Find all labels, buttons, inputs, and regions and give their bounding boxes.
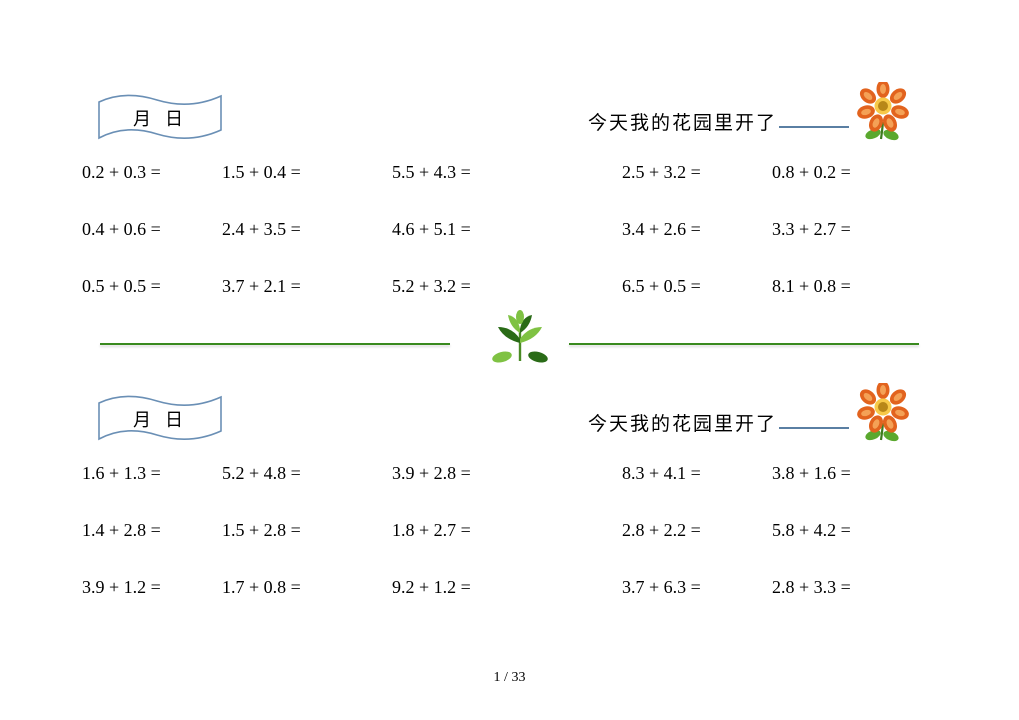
problem-cell: 3.8 + 1.6 =	[772, 463, 912, 484]
problem-cell: 2.5 + 3.2 =	[592, 162, 772, 183]
problem-cell: 0.8 + 0.2 =	[772, 162, 912, 183]
problem-cell: 5.8 + 4.2 =	[772, 520, 912, 541]
problem-cell: 2.8 + 3.3 =	[772, 577, 912, 598]
problem-cell: 6.5 + 0.5 =	[592, 276, 772, 297]
problem-cell: 1.6 + 1.3 =	[82, 463, 222, 484]
garden-underline	[779, 427, 849, 429]
garden-text: 今天我的花园里开了	[588, 108, 777, 135]
section-2: 月日 今天我的花园里开了	[80, 381, 959, 598]
date-label: 月日	[95, 406, 225, 432]
garden-underline	[779, 126, 849, 128]
problem-cell: 5.2 + 4.8 =	[222, 463, 392, 484]
section-2-header: 月日 今天我的花园里开了	[80, 381, 959, 451]
page-total: 33	[511, 670, 525, 685]
problem-cell: 0.2 + 0.3 =	[82, 162, 222, 183]
section-1-header: 月日 今天我的花园里开了	[80, 80, 959, 150]
garden-label: 今天我的花园里开了	[588, 108, 849, 135]
problem-cell: 3.4 + 2.6 =	[592, 219, 772, 240]
divider-line-right	[569, 343, 919, 345]
flower-icon	[856, 82, 911, 142]
problem-cell: 4.6 + 5.1 =	[392, 219, 592, 240]
problems-grid-1: 0.2 + 0.3 = 1.5 + 0.4 = 5.5 + 4.3 = 2.5 …	[82, 162, 959, 297]
sprout-icon	[490, 309, 550, 364]
problem-cell: 1.8 + 2.7 =	[392, 520, 592, 541]
problem-cell: 1.7 + 0.8 =	[222, 577, 392, 598]
problem-cell: 3.9 + 1.2 =	[82, 577, 222, 598]
flower-icon	[856, 383, 911, 443]
problem-cell: 5.5 + 4.3 =	[392, 162, 592, 183]
problem-cell: 1.5 + 0.4 =	[222, 162, 392, 183]
page-number: 1 / 33	[0, 670, 1019, 686]
problem-cell: 9.2 + 1.2 =	[392, 577, 592, 598]
problems-grid-2: 1.6 + 1.3 = 5.2 + 4.8 = 3.9 + 2.8 = 8.3 …	[82, 463, 959, 598]
problem-cell: 1.4 + 2.8 =	[82, 520, 222, 541]
problem-cell: 5.2 + 3.2 =	[392, 276, 592, 297]
section-1: 月日 今天我的花园里开了	[80, 80, 959, 297]
page-current: 1	[494, 670, 501, 685]
worksheet-page: 月日 今天我的花园里开了	[80, 80, 959, 618]
problem-cell: 3.7 + 2.1 =	[222, 276, 392, 297]
date-banner: 月日	[95, 389, 225, 444]
problem-cell: 3.3 + 2.7 =	[772, 219, 912, 240]
problem-cell: 0.5 + 0.5 =	[82, 276, 222, 297]
problem-cell: 8.3 + 4.1 =	[592, 463, 772, 484]
problem-cell: 3.7 + 6.3 =	[592, 577, 772, 598]
problem-cell: 2.8 + 2.2 =	[592, 520, 772, 541]
divider-line-left	[100, 343, 450, 345]
garden-text: 今天我的花园里开了	[588, 409, 777, 436]
date-banner: 月日	[95, 88, 225, 143]
page-separator: /	[501, 670, 512, 685]
problem-cell: 8.1 + 0.8 =	[772, 276, 912, 297]
problem-cell: 0.4 + 0.6 =	[82, 219, 222, 240]
date-label: 月日	[95, 105, 225, 131]
problem-cell: 3.9 + 2.8 =	[392, 463, 592, 484]
problem-cell: 1.5 + 2.8 =	[222, 520, 392, 541]
problem-cell: 2.4 + 3.5 =	[222, 219, 392, 240]
garden-label: 今天我的花园里开了	[588, 409, 849, 436]
section-divider	[80, 317, 959, 367]
